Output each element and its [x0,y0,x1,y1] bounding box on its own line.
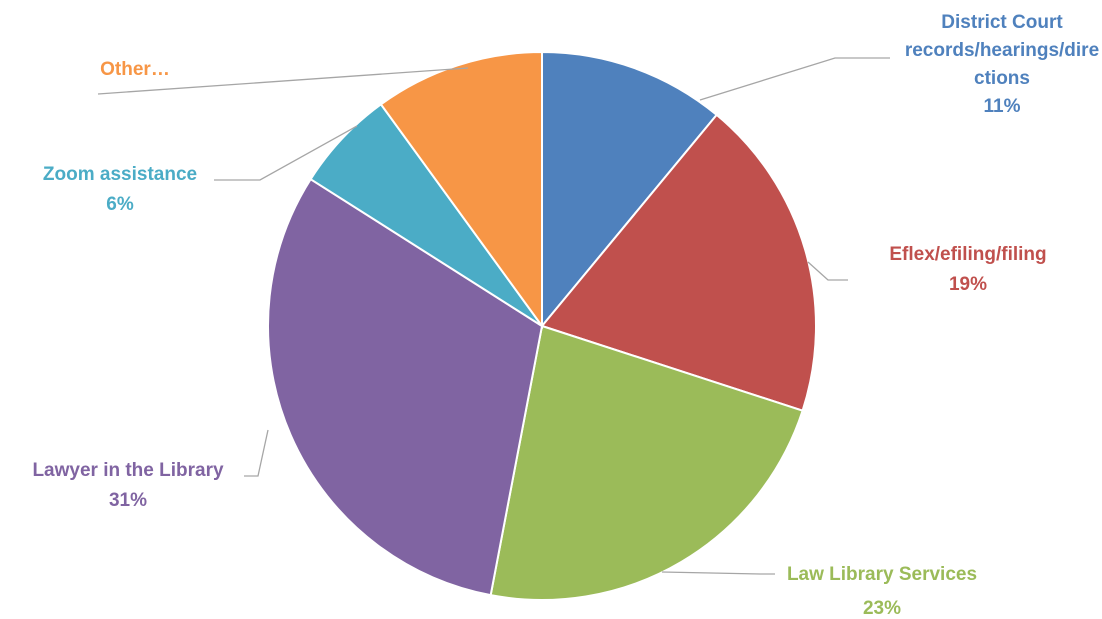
slice-label: Law Library Services 23% [787,564,977,619]
slice-percent: 19% [949,274,987,295]
slice-percent: 6% [106,194,134,215]
slice-label-line: Eflex/efiling/filing [889,244,1046,265]
slice-label: Zoom assistance 6% [43,164,197,215]
pie-slice [540,113,817,412]
slice-label-line: records/hearings/dire [905,40,1099,61]
slice-labels: District Court records/hearings/dire ction… [32,12,1099,619]
leader-line [244,429,269,477]
slice-label-line: Lawyer in the Library [32,460,224,481]
pie-slice [541,50,719,329]
leader-line [661,571,775,575]
slice-label-line: District Court [941,12,1063,33]
slice-label: District Court records/hearings/dire ction… [905,12,1099,117]
slice-label-line: Zoom assistance [43,164,197,185]
slice-label-line: Law Library Services [787,564,977,585]
leader-line [214,125,358,181]
pie-slices [267,50,817,601]
slice-label: Other… [100,59,170,80]
slice-label: Eflex/efiling/filing 19% [889,244,1046,295]
leader-line [699,57,890,101]
pie-slice [489,324,804,601]
slice-label-line: ctions [974,68,1030,89]
leader-line [807,261,848,281]
slice-percent: 23% [863,598,901,619]
leader-lines [97,57,890,575]
pie-slice [379,50,543,330]
slice-label: Lawyer in the Library 31% [32,460,224,511]
slice-percent: 31% [109,490,147,511]
leader-line [97,67,469,95]
slice-label-line: Other… [100,59,170,80]
slice-percent: 11% [984,96,1021,117]
